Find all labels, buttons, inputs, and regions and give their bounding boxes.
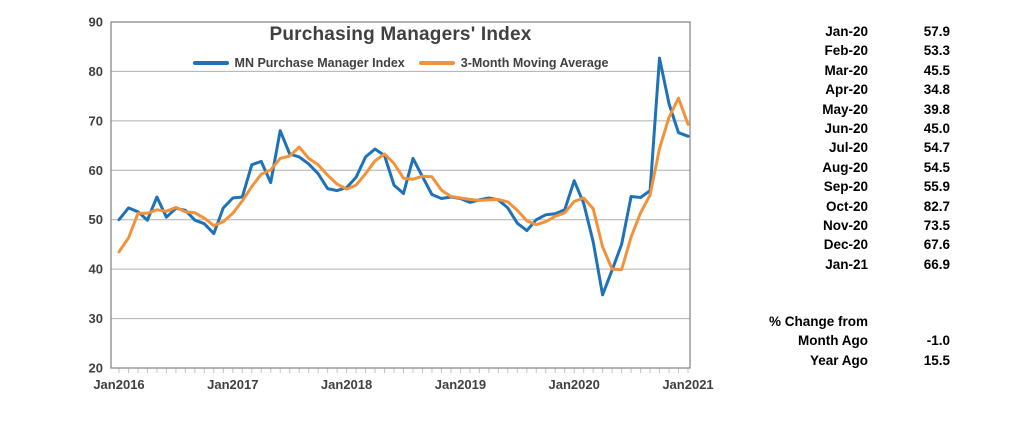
x-tick-label: Jan2021 (662, 377, 713, 392)
table-row: Jan-20 57.9 (740, 22, 952, 41)
month-cell: Dec-20 (823, 237, 868, 253)
legend-item-moving-average: 3-Month Moving Average (418, 56, 609, 70)
value-cell: 55.9 (923, 179, 950, 195)
legend-label: 3-Month Moving Average (460, 56, 609, 70)
value-cell: 73.5 (923, 217, 950, 233)
y-tick-label: 20 (89, 361, 103, 376)
series-line-mn-pmi (117, 56, 690, 297)
change-row: Year Ago 15.5 (740, 351, 952, 370)
value-cell: 54.7 (923, 140, 950, 156)
month-cell: Oct-20 (825, 198, 868, 214)
month-cell: Nov-20 (822, 217, 868, 233)
legend-line-swatch-blue (192, 61, 229, 65)
table-row: Jul-20 54.7 (740, 138, 952, 157)
y-tick-label: 90 (89, 15, 103, 30)
y-tick-label: 40 (89, 262, 103, 277)
x-tick-label: Jan2016 (93, 377, 144, 392)
chart-title: Purchasing Managers' Index (269, 24, 532, 45)
value-cell: 45.0 (923, 120, 950, 136)
table-row: Oct-20 82.7 (740, 197, 952, 216)
x-tick-label: Jan2020 (549, 377, 600, 392)
value-cell: 34.8 (923, 82, 950, 98)
change-header-row: % Change from (740, 312, 952, 331)
plot-border (110, 21, 691, 369)
month-cell: May-20 (822, 101, 868, 117)
x-tick-label: Jan2018 (321, 377, 372, 392)
chart-legend: MN Purchase Manager Index 3-Month Moving… (111, 54, 690, 72)
monthly-values-table: Jan-20 57.9 Feb-20 53.3 Mar-20 45.5 Apr-20 34.8… (740, 22, 952, 274)
change-value-cell: -1.0 (926, 333, 950, 349)
month-cell: Mar-20 (824, 62, 868, 78)
x-tick-label: Jan2017 (207, 377, 258, 392)
value-cell: 54.5 (923, 159, 950, 175)
table-row: Dec-20 67.6 (740, 235, 952, 254)
change-row: Month Ago -1.0 (740, 331, 952, 350)
value-cell: 82.7 (923, 198, 950, 214)
month-cell: Apr-20 (825, 82, 868, 98)
month-cell: Jun-20 (824, 120, 868, 136)
x-tick-label: Jan2019 (435, 377, 486, 392)
month-cell: Jul-20 (828, 140, 868, 156)
value-cell: 53.3 (923, 43, 950, 59)
series-line-moving-average (117, 96, 690, 272)
change-header: % Change from (768, 314, 868, 329)
table-row: Jan-21 66.9 (740, 255, 952, 274)
value-cell: 45.5 (923, 62, 950, 78)
table-row: Nov-20 73.5 (740, 216, 952, 235)
legend-line-swatch-orange (418, 61, 455, 65)
y-tick-label: 30 (89, 311, 103, 326)
y-tick-label: 50 (89, 212, 103, 227)
y-tick-label: 60 (89, 163, 103, 178)
change-label-cell: Year Ago (809, 352, 868, 368)
change-label-cell: Month Ago (798, 333, 868, 349)
value-cell: 57.9 (923, 24, 950, 39)
month-cell: Jan-20 (825, 24, 868, 39)
percent-change-table: % Change from Month Ago -1.0 Year Ago 15.5 (740, 312, 952, 370)
change-value-cell: 15.5 (923, 352, 950, 368)
value-cell: 66.9 (923, 256, 950, 272)
value-cell: 67.6 (923, 237, 950, 253)
table-row: Jun-20 45.0 (740, 119, 952, 138)
month-cell: Jan-21 (825, 256, 868, 272)
table-row: May-20 39.8 (740, 100, 952, 119)
table-row: Sep-20 55.9 (740, 177, 952, 196)
legend-item-mn-pmi: MN Purchase Manager Index (192, 56, 405, 70)
table-row: Feb-20 53.3 (740, 41, 952, 60)
value-cell: 39.8 (923, 101, 950, 117)
legend-label: MN Purchase Manager Index (234, 56, 405, 70)
table-row: Apr-20 34.8 (740, 80, 952, 99)
y-tick-label: 70 (89, 113, 103, 128)
month-cell: Aug-20 (822, 159, 868, 175)
table-row: Mar-20 45.5 (740, 61, 952, 80)
table-row: Aug-20 54.5 (740, 158, 952, 177)
y-tick-label: 80 (89, 64, 103, 79)
month-cell: Sep-20 (823, 179, 868, 195)
month-cell: Feb-20 (824, 43, 868, 59)
